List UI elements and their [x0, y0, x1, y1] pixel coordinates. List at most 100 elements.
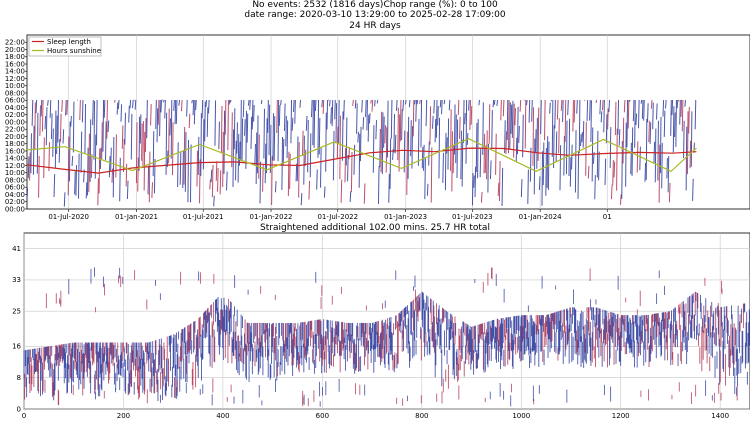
top-event-bar — [155, 99, 157, 129]
top-event-bar — [84, 104, 87, 154]
top-y-tick-label: 20:00 — [5, 46, 25, 54]
top-event-bar — [402, 99, 405, 111]
top-event-bar — [271, 156, 273, 205]
top-event-bar — [165, 112, 168, 175]
top-event-bar — [166, 150, 169, 168]
top-event-bar — [551, 99, 554, 157]
top-event-bar — [120, 104, 123, 122]
top-event-bar — [338, 99, 340, 144]
top-event-bar — [30, 133, 32, 174]
top-event-bar — [223, 110, 226, 174]
top-event-bar — [34, 102, 36, 151]
top-event-bar — [397, 107, 399, 161]
top-legend: Sleep length Hours sunshine — [28, 36, 102, 57]
top-event-bar — [27, 156, 30, 179]
top-event-bar — [50, 113, 53, 140]
top-event-bar — [540, 99, 542, 135]
top-event-bar — [65, 99, 67, 116]
top-event-bar — [461, 139, 464, 187]
top-event-bar — [173, 99, 175, 111]
top-x-tick-label: 01-Jul-2022 — [317, 213, 358, 221]
top-event-bar — [178, 99, 181, 106]
top-y-tick-label: 14:00 — [5, 155, 25, 163]
top-event-bar — [415, 99, 417, 122]
top-event-bar — [496, 99, 498, 106]
top-event-bar — [344, 148, 347, 183]
top-event-bar — [199, 159, 201, 204]
bottom-x-tick-label: 600 — [316, 412, 329, 420]
top-event-bar — [350, 151, 353, 193]
top-event-bar — [303, 135, 305, 185]
top-event-bar — [451, 131, 453, 192]
top-event-bar — [99, 148, 102, 170]
top-event-bar — [462, 99, 465, 143]
top-event-bar — [486, 130, 488, 180]
top-event-bar — [85, 182, 88, 199]
top-event-bar — [231, 112, 233, 168]
top-event-bar — [585, 122, 587, 176]
top-y-tick-label: 06:00 — [5, 97, 25, 105]
top-event-bar — [218, 121, 220, 150]
top-event-bar — [544, 99, 546, 141]
top-event-bar — [572, 99, 574, 132]
top-event-bar — [617, 99, 620, 135]
top-event-bar — [381, 112, 384, 174]
top-event-bar — [444, 132, 447, 191]
top-event-bar — [455, 114, 457, 164]
top-event-bar — [171, 122, 174, 176]
top-event-bar — [298, 142, 300, 198]
top-event-bar — [52, 128, 54, 157]
top-event-bar — [121, 125, 124, 149]
top-event-bar — [323, 186, 326, 198]
top-event-bar — [343, 99, 345, 120]
top-event-bar — [528, 99, 531, 123]
top-event-bar — [603, 99, 605, 133]
top-event-bar — [321, 99, 323, 108]
top-event-bar — [365, 99, 367, 117]
top-event-bar — [609, 127, 612, 168]
top-event-bar — [401, 109, 403, 141]
top-event-bar — [511, 100, 514, 138]
top-event-bar — [205, 99, 208, 108]
top-event-bar — [70, 115, 72, 127]
top-event-bar — [442, 152, 444, 183]
top-event-bar — [253, 105, 255, 122]
top-event-bar — [456, 119, 459, 178]
top-event-bar — [665, 99, 667, 109]
top-event-bar — [300, 193, 303, 206]
top-event-bar — [574, 130, 577, 193]
top-event-bar — [549, 102, 551, 114]
top-event-bar — [480, 191, 483, 203]
top-event-bar — [600, 111, 603, 123]
top-event-bar — [636, 141, 639, 173]
top-event-bar — [316, 169, 318, 190]
top-event-bar — [625, 122, 627, 187]
top-event-bar — [388, 173, 390, 203]
top-event-bar — [269, 124, 272, 173]
top-event-bar — [31, 99, 34, 126]
top-event-bar — [159, 99, 161, 137]
top-event-bar — [247, 99, 250, 106]
top-event-bar — [599, 99, 601, 115]
top-event-bar — [349, 191, 352, 202]
top-event-bar — [692, 178, 694, 201]
top-event-bar — [43, 137, 45, 179]
top-event-bar — [54, 110, 57, 168]
top-event-bar — [586, 99, 589, 122]
bottom-chart-panel: 0 8 16 25 33 41 0 200 400 600 800 1000 1200 1400 — [12, 232, 750, 420]
top-event-bar — [124, 112, 126, 145]
top-event-bar — [265, 118, 268, 174]
top-event-bar — [668, 182, 671, 203]
top-event-bar — [47, 99, 49, 106]
top-event-bar — [309, 133, 312, 178]
top-event-bar — [631, 127, 634, 176]
top-event-bar — [98, 148, 101, 194]
top-event-bar — [322, 99, 325, 114]
top-event-bar — [425, 99, 428, 127]
top-event-bar — [623, 99, 626, 113]
top-y-tick-label: 02:00 — [5, 198, 25, 206]
top-event-bar — [147, 165, 150, 195]
top-event-bar — [251, 99, 254, 130]
top-y-tick-label: 04:00 — [5, 191, 25, 199]
top-event-bar — [222, 131, 224, 188]
